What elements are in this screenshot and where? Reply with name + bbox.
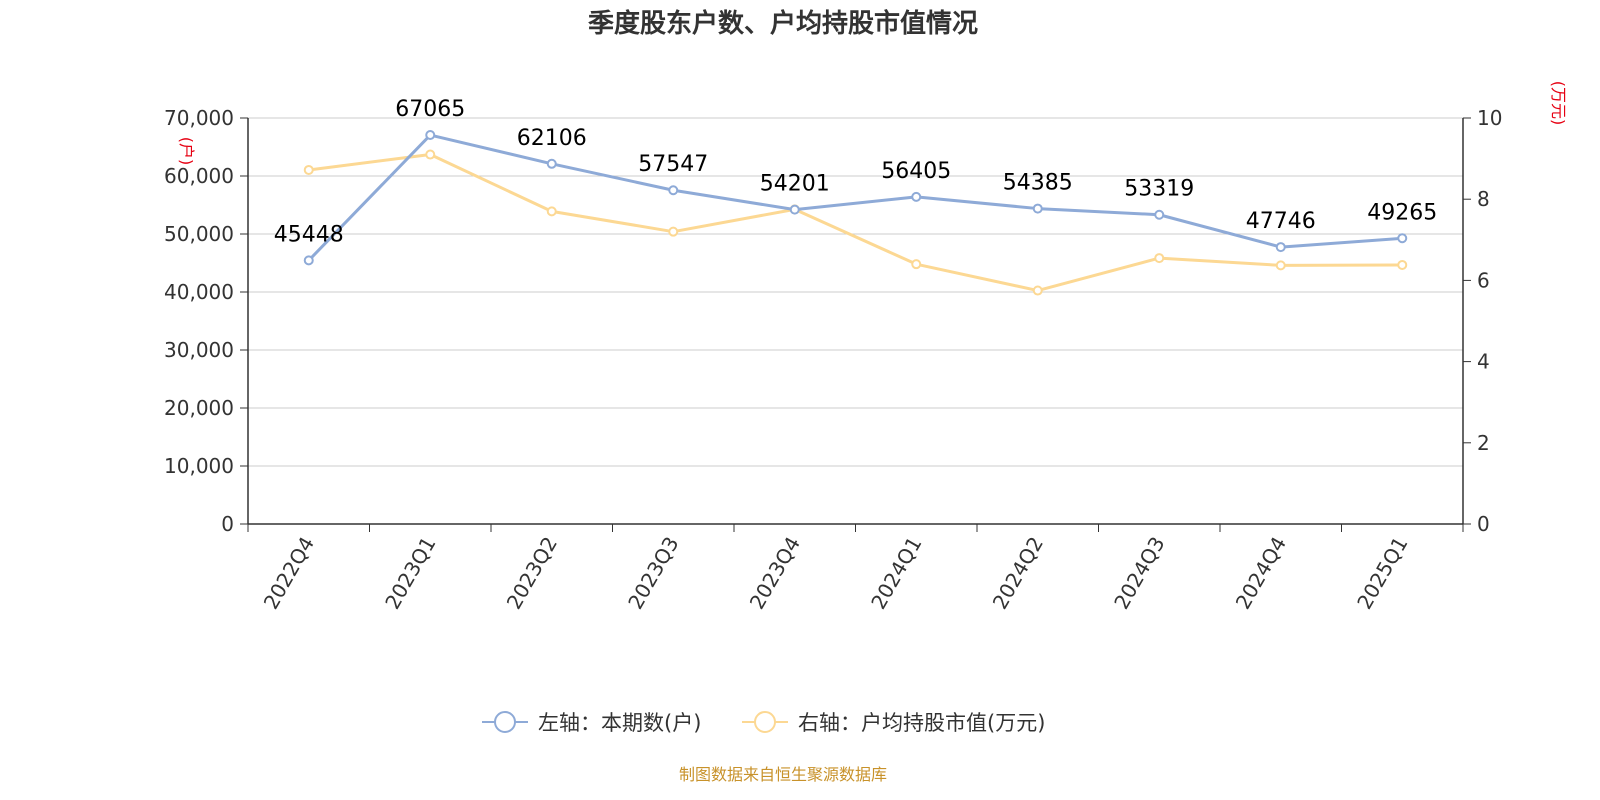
x-axis-tick-label: 2024Q1 xyxy=(866,533,926,614)
data-label: 47746 xyxy=(1246,209,1316,234)
x-axis-tick-label: 2024Q3 xyxy=(1109,533,1169,614)
legend-label: 左轴：本期数(户) xyxy=(538,711,701,735)
left-axis-tick-label: 50,000 xyxy=(164,222,234,246)
axes: 0 10,000 20,000 30,000 40,000 50,000 60,000 70,… xyxy=(164,106,1502,613)
data-point-avg-value xyxy=(1397,259,1408,270)
x-axis-tick-label: 2024Q2 xyxy=(988,533,1048,614)
data-label: 45448 xyxy=(274,222,344,247)
left-axis-tick-label: 30,000 xyxy=(164,338,234,362)
grid-lines xyxy=(248,117,1463,467)
data-point-avg-value xyxy=(911,259,922,270)
left-axis-tick-label: 60,000 xyxy=(164,164,234,188)
legend-label: 右轴：户均持股市值(万元) xyxy=(798,711,1045,735)
data-point-avg-value xyxy=(1275,260,1286,271)
x-axis-tick-label: 2023Q2 xyxy=(502,533,562,614)
x-axis-tick-label: 2024Q4 xyxy=(1231,533,1291,614)
series-line-holders xyxy=(307,133,1403,262)
data-label: 57547 xyxy=(638,152,708,177)
data-label: 49265 xyxy=(1367,200,1437,225)
x-axis-tick-label: 2023Q4 xyxy=(745,533,805,614)
data-point-holders xyxy=(1397,233,1408,244)
x-axis-tick-label: 2023Q3 xyxy=(623,533,683,614)
legend-marker-icon xyxy=(754,711,776,733)
legend-marker-icon xyxy=(494,711,516,733)
data-point-holders xyxy=(1032,203,1043,214)
x-axis-tick-label: 2022Q4 xyxy=(259,533,319,614)
data-point-holders xyxy=(425,130,436,141)
data-point-avg-value xyxy=(1154,253,1165,264)
data-label: 62106 xyxy=(517,126,587,151)
data-point-holders xyxy=(303,255,314,266)
right-axis-tick-label: 4 xyxy=(1477,350,1490,374)
left-axis-tick-label: 40,000 xyxy=(164,280,234,304)
left-axis-tick-label: 10,000 xyxy=(164,454,234,478)
data-point-avg-value xyxy=(546,206,557,217)
data-label: 56405 xyxy=(881,159,951,184)
data-label: 54201 xyxy=(760,172,830,197)
data-point-holders xyxy=(789,204,800,215)
left-axis-unit: (户) xyxy=(177,137,196,166)
data-point-holders xyxy=(911,191,922,202)
left-axis-tick-label: 70,000 xyxy=(164,106,234,130)
right-axis-tick-label: 0 xyxy=(1477,512,1490,536)
data-point-avg-value xyxy=(425,149,436,160)
right-axis-tick-label: 8 xyxy=(1477,187,1490,211)
chart-title: 季度股东户数、户均持股市值情况 xyxy=(588,8,978,39)
data-point-holders xyxy=(1154,209,1165,220)
data-point-holders xyxy=(1275,242,1286,253)
data-point-holders xyxy=(546,158,557,169)
right-axis-tick-label: 6 xyxy=(1477,268,1490,292)
x-axis-tick-label: 2025Q1 xyxy=(1352,533,1412,614)
x-axis-tick-label: 2023Q1 xyxy=(380,533,440,614)
data-label: 67065 xyxy=(395,97,465,122)
source-note: 制图数据来自恒生聚源数据库 xyxy=(679,765,887,784)
right-axis-tick-label: 2 xyxy=(1477,431,1490,455)
legend-item-avg-value: 右轴：户均持股市值(万元) xyxy=(742,711,1045,735)
data-label: 54385 xyxy=(1003,171,1073,196)
data-point-holders xyxy=(668,185,679,196)
data-point-avg-value xyxy=(668,226,679,237)
series-line-avg-value xyxy=(308,153,1403,293)
legend: 左轴：本期数(户) 右轴：户均持股市值(万元) xyxy=(482,711,1045,735)
data-label: 53319 xyxy=(1124,177,1194,202)
left-axis-tick-label: 0 xyxy=(221,512,234,536)
right-axis-tick-label: 10 xyxy=(1477,106,1502,130)
series-group xyxy=(303,130,1408,296)
right-axis-unit: (万元) xyxy=(1549,81,1568,126)
data-point-avg-value xyxy=(1032,285,1043,296)
data-labels: 45448 67065 62106 57547 54201 56405 54385 53319… xyxy=(274,97,1438,247)
legend-item-holders: 左轴：本期数(户) xyxy=(482,711,701,735)
left-axis-tick-label: 20,000 xyxy=(164,396,234,420)
data-point-avg-value xyxy=(303,164,314,175)
